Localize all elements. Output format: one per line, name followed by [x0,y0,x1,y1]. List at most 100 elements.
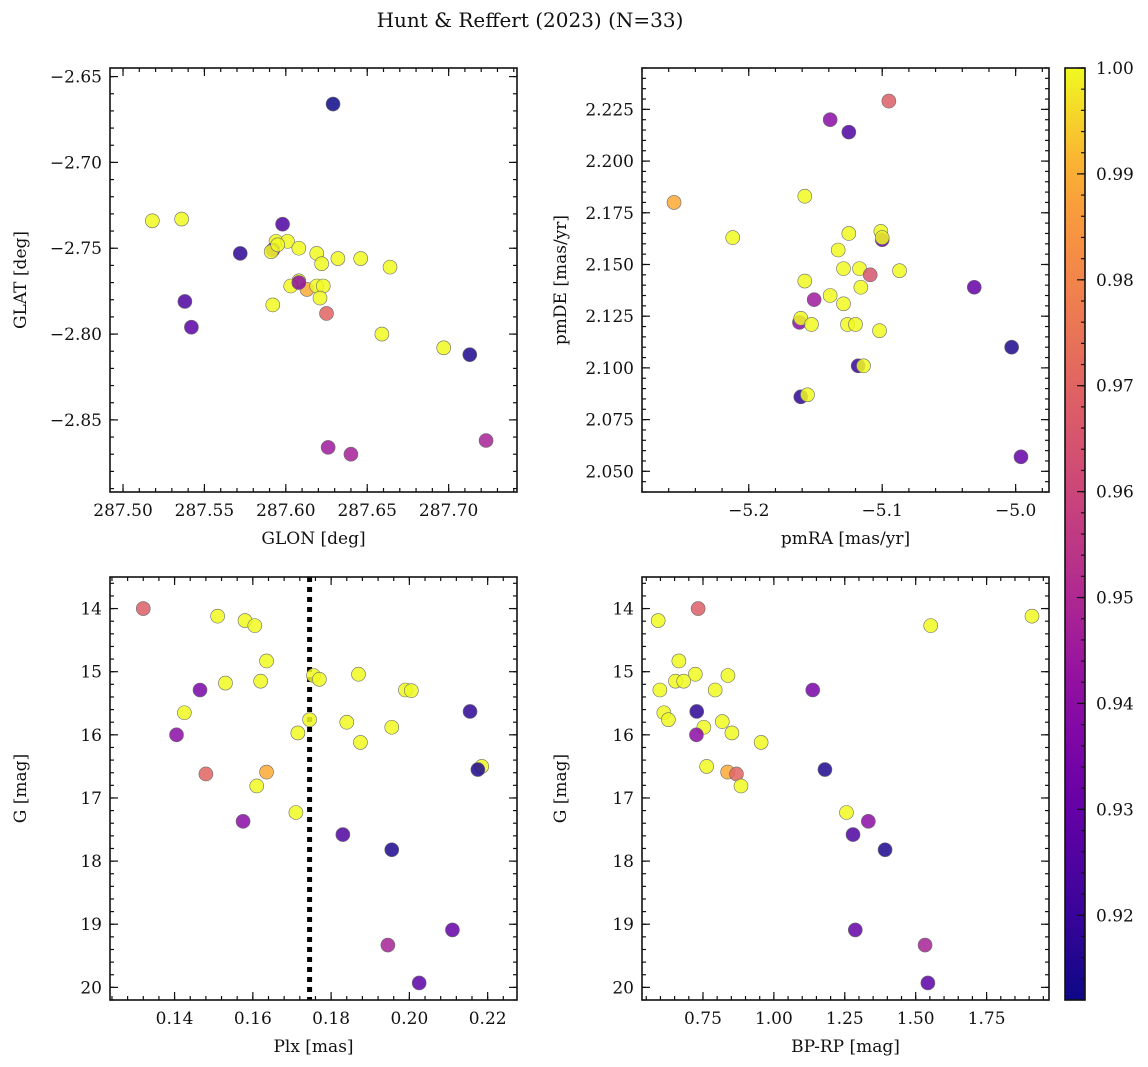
x-tick-label: 0.20 [390,1009,428,1029]
panel-pmra-pmde: −5.2 −5.1 −5.0 2.050 2.075 2.100 2.125 2.150 2.1… [551,67,1050,549]
y-tick-label: −2.80 [50,325,102,345]
data-point [650,613,666,628]
y-tick-label: 2.175 [585,204,634,224]
data-point [652,682,668,698]
data-point [848,317,863,332]
colorbar-tick-label: 0.96 [1096,483,1134,503]
colorbar-tick-label: 0.98 [1096,271,1134,291]
y-tick-label: 19 [80,915,102,935]
data-point [291,275,307,290]
x-axis-label: Plx [mas] [273,1037,353,1057]
x-tick-label: 287.60 [256,501,315,521]
data-point [192,682,208,698]
data-point [288,805,304,820]
data-point [822,288,838,303]
panel-bprp-g: 0.75 1.00 1.25 1.50 1.75 14 15 16 17 18 19 20 BP-RP … [551,576,1050,1057]
panel-glon-glat: 287.50 287.55 287.60 287.65 287.70 −2.85 −2.80… [11,67,518,549]
data-point [688,666,703,682]
y-axis-label: GLAT [deg] [11,231,31,329]
data-point [198,766,214,782]
data-point [462,347,478,362]
data-point [836,296,851,312]
data-point [853,279,869,295]
data-point [714,714,730,729]
data-point [275,216,290,232]
colorbar-tick-label: 0.95 [1096,589,1134,609]
data-point [661,712,676,727]
y-tick-label: 20 [612,978,634,998]
data-point [699,759,714,774]
data-point [845,827,861,842]
data-point [804,317,819,332]
colorbar-tick-label: 1.00 [1096,59,1134,79]
axes-frame [641,67,1050,493]
data-point [676,673,691,689]
data-point [478,433,494,448]
data-point [384,842,400,858]
x-tick-label: 1.50 [897,1009,935,1029]
y-tick-label: 2.100 [585,359,634,379]
x-tick-label: −5.2 [728,501,769,521]
data-point [174,211,189,227]
y-tick-label: 18 [612,852,634,872]
y-tick-label: 20 [80,978,102,998]
data-point [666,195,682,210]
y-tick-label: 14 [612,600,634,620]
data-point [312,671,327,687]
data-point [177,705,192,721]
y-axis-label: G [mag] [551,754,571,823]
x-tick-label: 0.18 [312,1009,350,1029]
data-point [797,188,813,204]
data-point [319,306,334,321]
data-point [671,653,687,669]
data-point [235,814,251,829]
data-point [169,727,184,743]
data-point [1004,339,1019,355]
y-axis-label: G [mag] [11,754,31,823]
x-tick-label: −5.0 [995,501,1036,521]
data-point [312,290,328,306]
data-point [724,725,740,741]
x-tick-label: 1.75 [968,1009,1006,1029]
y-tick-label: 19 [612,915,634,935]
y-tick-label: −2.70 [50,153,102,173]
colorbar-frame [1064,67,1086,1001]
x-tick-label: 0.75 [684,1009,722,1029]
data-point [353,251,369,266]
data-point [265,297,281,313]
data-point [797,273,813,289]
data-point [917,937,933,953]
data-point [259,764,274,780]
data-point [380,937,396,953]
y-tick-label: 2.125 [585,307,634,327]
data-point [177,294,193,309]
data-point [1013,449,1029,465]
data-point [861,814,876,829]
data-point [881,93,897,109]
data-point [966,279,982,295]
axes-frame [109,576,518,1001]
data-point [314,256,329,271]
colorbar-tick-label: 0.93 [1096,800,1134,820]
y-tick-label: 2.200 [585,152,634,172]
data-point [920,975,936,991]
data-point [291,240,307,256]
x-tick-label: 287.50 [93,501,152,521]
data-point [839,805,854,820]
axes-frame [109,67,518,493]
data-point [690,601,706,616]
data-point [445,922,460,938]
x-axis-label: GLON [deg] [261,529,365,549]
y-axis-label: pmDE [mas/yr] [551,215,571,345]
data-point [800,387,815,403]
data-point [689,704,705,719]
data-point [836,261,851,276]
colorbar-tick-label: 0.92 [1096,906,1134,926]
x-tick-label: 1.25 [826,1009,864,1029]
data-point [872,323,887,338]
y-tick-label: 18 [80,852,102,872]
data-point [145,213,160,229]
data-point [353,735,368,750]
x-tick-label: 0.14 [156,1009,194,1029]
